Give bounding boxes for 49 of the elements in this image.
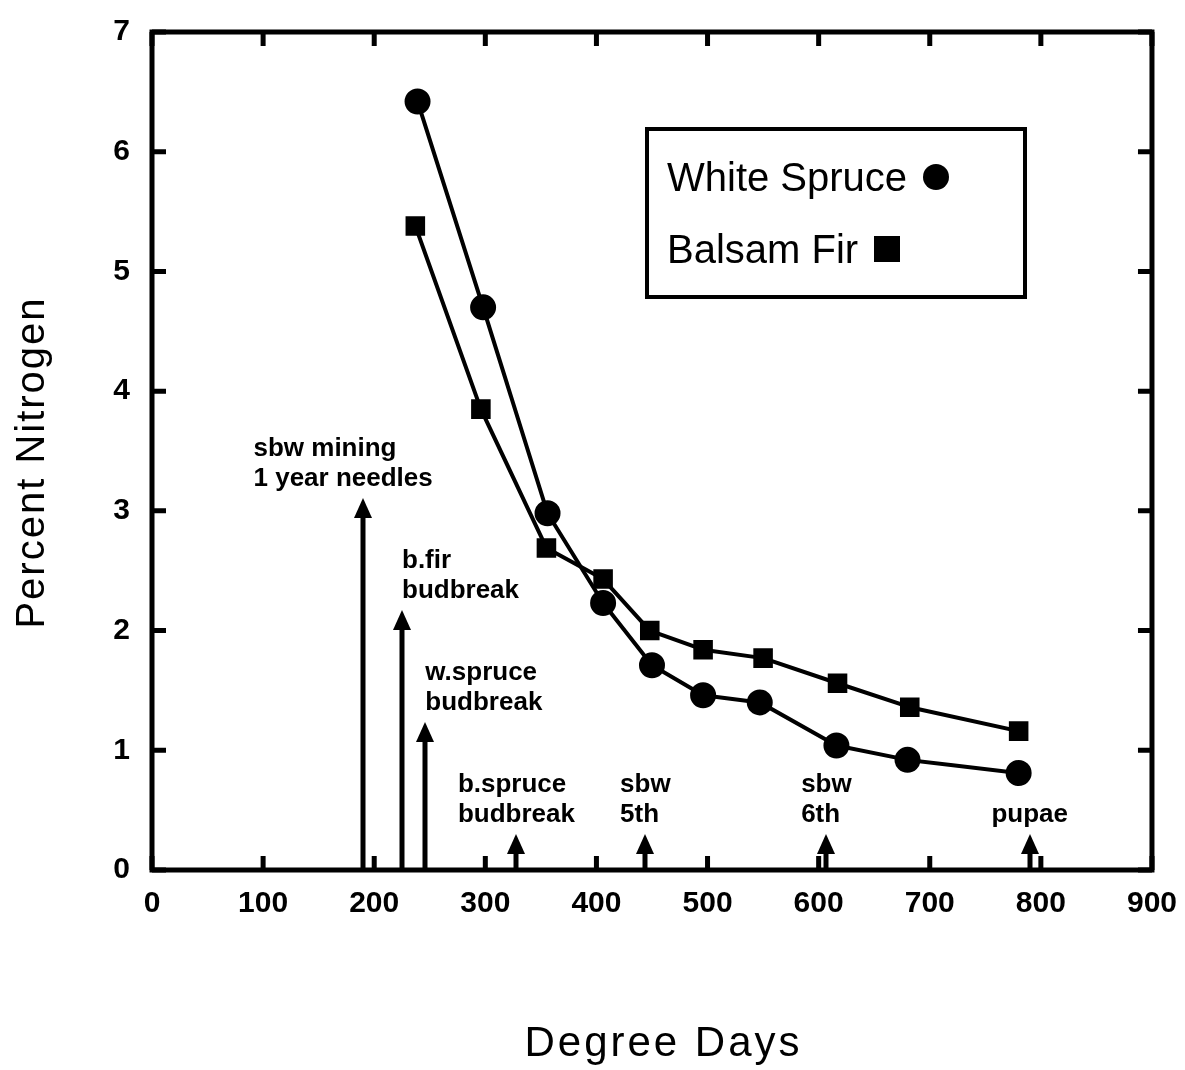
point: [638, 652, 665, 679]
y-tick-label: 2: [113, 611, 130, 645]
y-tick-label: 7: [113, 13, 130, 47]
y-tick-label: 4: [113, 372, 131, 406]
x-axis-title: Degree Days: [523, 1018, 804, 1066]
ref-line-label: sbw mining 1 year needles: [253, 432, 433, 492]
y-tick-label: 3: [113, 492, 130, 526]
point: [534, 500, 561, 527]
x-tick-label: 900: [1126, 885, 1177, 919]
y-tick-label: 1: [113, 731, 130, 765]
legend-label: White Spruce: [667, 154, 908, 200]
x-tick-label: 400: [571, 885, 622, 919]
point: [404, 88, 431, 115]
point: [639, 620, 660, 641]
ref-line-label: b.fir budbreak: [401, 544, 520, 604]
x-tick-label: 100: [238, 885, 289, 919]
point: [470, 294, 497, 321]
y-tick-label: 6: [113, 132, 130, 166]
legend-label: Balsam Fir: [667, 226, 859, 272]
point: [471, 399, 491, 419]
point: [693, 639, 713, 660]
point: [899, 697, 920, 717]
point: [593, 569, 613, 589]
ref-line-label: w.spruce budbreak: [424, 656, 543, 716]
y-axis-title: Percent Nitrogen: [7, 295, 53, 631]
point: [590, 590, 617, 617]
x-tick-label: 0: [143, 885, 161, 919]
x-tick-label: 200: [349, 885, 400, 919]
point: [746, 689, 773, 716]
ref-line-label: b.spruce budbreak: [457, 768, 576, 828]
y-tick-label: 0: [113, 851, 130, 885]
x-tick-label: 700: [904, 885, 955, 919]
x-tick-label: 500: [682, 885, 733, 919]
point: [1005, 760, 1032, 787]
point: [894, 746, 921, 773]
x-tick-label: 800: [1015, 885, 1066, 919]
point: [690, 682, 717, 709]
point: [827, 673, 848, 694]
point: [753, 648, 773, 668]
x-tick-label: 300: [460, 885, 511, 919]
point: [823, 732, 850, 759]
ref-line-label: sbw 6th: [801, 768, 853, 828]
ref-line-label: pupae: [991, 798, 1069, 828]
ref-line-label: sbw 5th: [620, 768, 672, 828]
point: [1008, 721, 1029, 741]
point: [405, 216, 426, 236]
y-tick-label: 5: [113, 252, 130, 286]
x-tick-label: 600: [793, 885, 844, 919]
point: [536, 538, 557, 558]
